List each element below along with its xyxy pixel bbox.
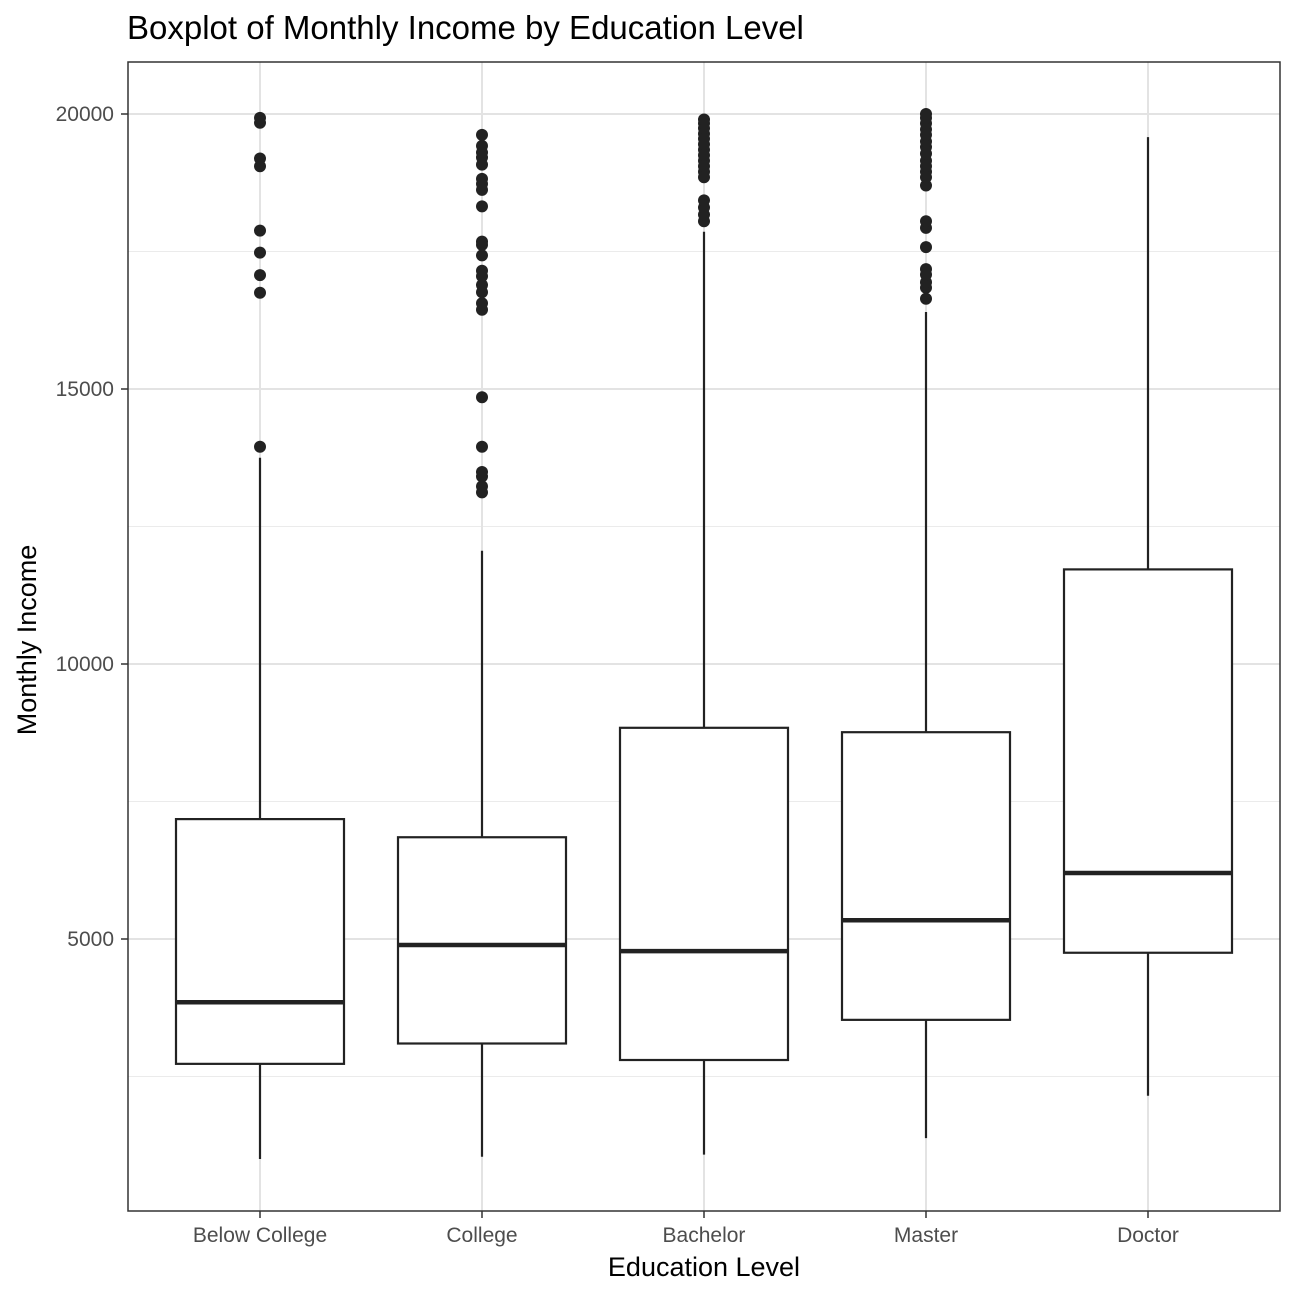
x-axis-ticks: Below College College Bachelor Master Doctor [193,1211,1179,1247]
outlier-point [698,113,710,126]
y-axis-title: Monthly Income [12,545,42,736]
iqr-box [174,817,346,1065]
outlier-point [476,249,488,262]
x-axis-title: Education Level [608,1252,800,1282]
outlier-point [476,466,488,479]
y-tick-label: 15000 [56,378,114,401]
outlier-point [476,480,488,493]
outlier-point [254,269,266,282]
outlier-point [920,108,932,120]
outlier-point [476,297,488,310]
outlier-point [476,139,488,152]
outlier-point [476,440,488,453]
y-tick-label: 5000 [67,928,114,951]
outlier-point [476,391,488,404]
outlier-point [476,279,488,292]
chart-title: Boxplot of Monthly Income by Education L… [127,9,804,46]
box-college [396,550,568,1157]
y-tick-label: 20000 [56,103,114,126]
outlier-point [476,264,488,277]
outlier-point [254,440,266,453]
iqr-box [618,726,790,1062]
outlier-point [920,263,932,276]
x-tick-label: College [446,1224,517,1247]
box-master [840,312,1012,1139]
outlier-point [698,194,710,207]
outlier-point [254,152,266,165]
outlier-point [476,235,488,248]
outlier-point [476,128,488,141]
outlier-point [476,172,488,185]
outlier-point [254,224,266,237]
box-doctor [1062,137,1234,1096]
outlier-point [920,292,932,305]
box-below-college [174,457,346,1159]
outlier-point [920,215,932,228]
iqr-box [396,836,568,1045]
outliers [254,108,932,499]
x-tick-label: Bachelor [663,1224,746,1247]
y-axis-ticks: 5000 10000 15000 20000 [56,103,128,951]
iqr-box [840,731,1012,1021]
outlier-point [254,246,266,259]
y-tick-label: 10000 [56,653,114,676]
outlier-point [254,286,266,299]
x-tick-label: Master [894,1224,958,1247]
iqr-box [1062,568,1234,954]
outlier-point [476,200,488,213]
box-bachelor [618,231,790,1155]
outlier-point [254,111,266,124]
outlier-point [920,179,932,192]
outlier-point [920,241,932,254]
x-tick-label: Doctor [1117,1224,1179,1247]
boxes [174,137,1234,1159]
x-tick-label: Below College [193,1224,327,1247]
